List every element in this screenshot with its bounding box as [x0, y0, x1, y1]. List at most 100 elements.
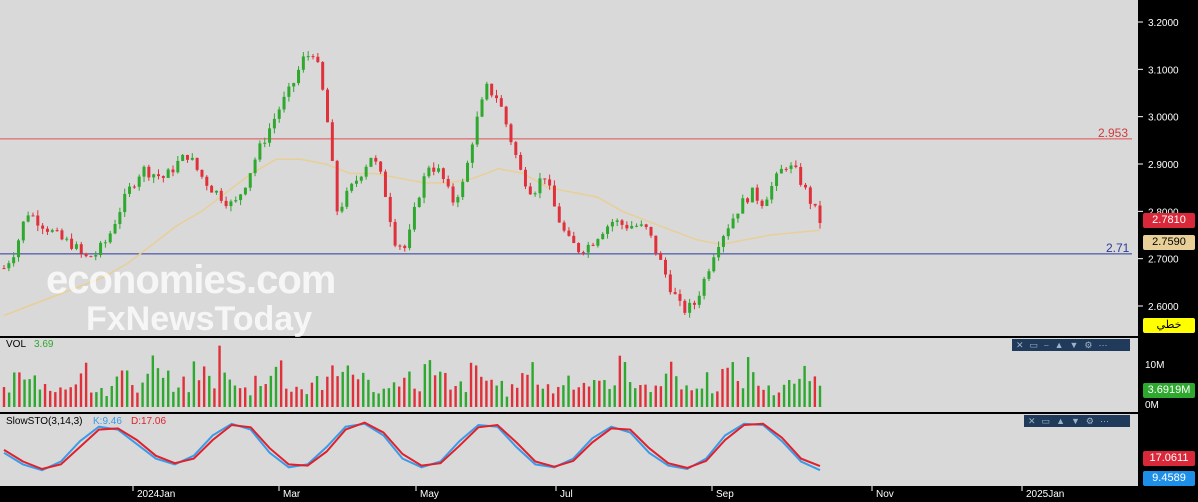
chart-type-tag[interactable]: خطي [1143, 318, 1195, 333]
candle-body [84, 253, 88, 257]
time-tick-label: Jul [560, 489, 573, 500]
volume-bar [793, 383, 796, 407]
candle-body [113, 224, 117, 234]
candle-body [364, 166, 368, 177]
candle-body [316, 56, 320, 63]
volume-bar [208, 375, 211, 407]
sto-label: SlowSTO(3,14,3) [6, 416, 83, 427]
candle-body [784, 168, 788, 170]
volume-bar [249, 395, 252, 407]
candle-body [157, 174, 161, 177]
volume-bar [731, 362, 734, 407]
volume-axis-bottom: 0M [1145, 400, 1159, 411]
close-icon[interactable]: ✕ [1028, 416, 1036, 426]
candle-body [36, 215, 40, 226]
volume-bar [95, 392, 98, 407]
price-chart-pane[interactable] [0, 0, 1138, 336]
candle-body [55, 230, 59, 232]
watermark-fxnewstoday: FxNewsToday [86, 300, 313, 338]
volume-bar [803, 365, 806, 407]
candle-body [118, 212, 122, 225]
candle-body [200, 169, 204, 177]
price-chart-svg [0, 51, 1132, 318]
candle-body [562, 222, 566, 231]
volume-panel-controls[interactable]: ✕ ▭ ⎯ ▲ ▼ ⚙ ⋯ [1012, 339, 1130, 351]
candle-body [301, 56, 305, 70]
candle-body [775, 173, 779, 186]
candle-body [750, 187, 754, 203]
candle-body [813, 203, 817, 206]
volume-bar [628, 382, 632, 407]
volume-bar [505, 396, 509, 407]
volume-bar [659, 386, 663, 407]
candle-body [688, 302, 692, 313]
volume-bar [752, 372, 755, 407]
candle-body [50, 230, 54, 232]
more-icon[interactable]: ⋯ [1099, 416, 1109, 426]
candle-body [128, 186, 132, 194]
volume-bar [233, 385, 237, 407]
candle-body [108, 233, 112, 243]
move-down-icon[interactable]: ▼ [1069, 340, 1079, 350]
volume-bar [428, 360, 432, 407]
volume-current-tag: 3.6919M [1143, 383, 1195, 398]
volume-bar [649, 392, 652, 407]
volume-bar [603, 380, 606, 407]
volume-bar [634, 388, 637, 407]
volume-bar [592, 380, 596, 407]
volume-bar [300, 389, 303, 407]
settings-icon[interactable]: ⚙ [1084, 340, 1093, 350]
candle-body [330, 122, 334, 161]
move-up-icon[interactable]: ▲ [1056, 416, 1065, 426]
volume-bar [746, 357, 750, 407]
candle-body [746, 198, 750, 203]
candle-body [509, 124, 513, 143]
volume-bar [408, 371, 411, 407]
volume-bar [33, 375, 36, 407]
maximize-icon[interactable]: ▭ [1029, 340, 1039, 350]
volume-bar [28, 379, 31, 407]
volume-bar [644, 384, 647, 407]
volume-bar [18, 372, 21, 407]
volume-bar [269, 375, 273, 407]
candle-body [538, 178, 542, 194]
candle-body [234, 200, 238, 202]
sto-k-line [3, 422, 821, 472]
candle-body [359, 176, 363, 181]
volume-bar [567, 375, 570, 407]
candle-body [152, 174, 156, 178]
volume-bar [798, 378, 801, 407]
move-up-icon[interactable]: ▲ [1054, 340, 1064, 350]
candle-body [668, 274, 672, 293]
candle-body [625, 224, 629, 229]
volume-bar [244, 387, 247, 407]
candle-body [721, 236, 725, 247]
volume-bar [125, 370, 129, 407]
volume-bar [367, 379, 370, 407]
candle-body [2, 268, 6, 270]
candle-body [340, 206, 344, 212]
move-down-icon[interactable]: ▼ [1070, 416, 1080, 426]
sto-panel-controls[interactable]: ✕ ▭ ▲ ▼ ⚙ ⋯ [1024, 415, 1130, 427]
candle-body [697, 295, 701, 305]
candle-body [620, 220, 624, 225]
stochastic-pane[interactable] [0, 414, 1138, 486]
stochastic-svg [3, 421, 821, 472]
minimize-icon[interactable]: ⎯ [1044, 340, 1049, 350]
volume-axis [1138, 338, 1198, 412]
volume-bar [721, 368, 724, 407]
candle-body [417, 197, 421, 207]
maximize-icon[interactable]: ▭ [1041, 416, 1051, 426]
candle-body [808, 187, 812, 204]
volume-bar [362, 372, 365, 407]
settings-icon[interactable]: ⚙ [1085, 416, 1094, 426]
candle-body [60, 230, 64, 240]
volume-bar [572, 389, 575, 407]
more-icon[interactable]: ⋯ [1098, 340, 1108, 350]
close-icon[interactable]: ✕ [1016, 340, 1024, 350]
volume-bar [469, 362, 473, 407]
volume-bar [223, 372, 226, 407]
time-axis[interactable]: 2024Jan Mar May Jul Sep Nov 2025Jan [0, 0, 1138, 502]
volume-bar [177, 387, 180, 407]
price-axis[interactable] [1138, 0, 1198, 336]
